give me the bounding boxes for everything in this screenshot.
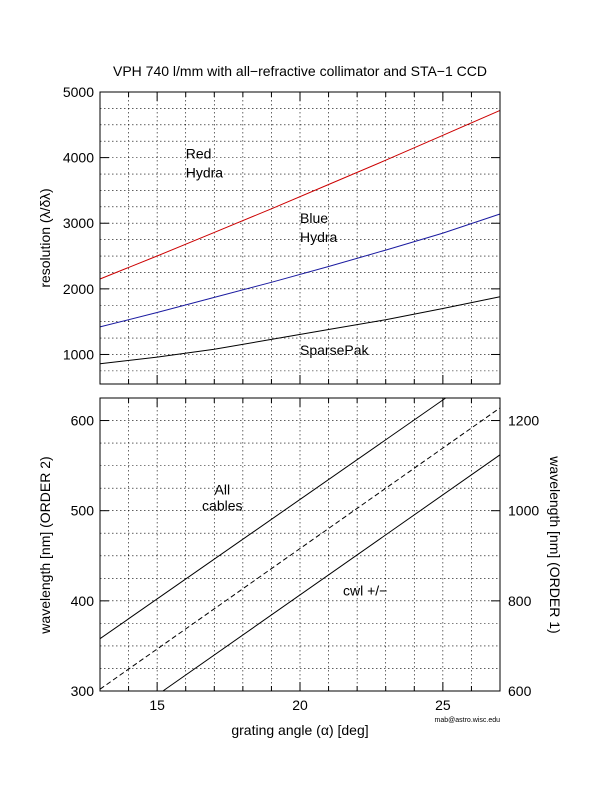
wavelength-series [99, 397, 501, 692]
resolution-y-axis-label: resolution (λ/δλ) [37, 188, 53, 287]
credit-text: mab@astro.wisc.edu [435, 717, 501, 724]
resolution-labels: Red Hydra Blue Hydra SparsePak [186, 145, 370, 358]
resolution-ticks: 1000 2000 3000 4000 5000 [63, 84, 501, 384]
wavelength-plot-frame [99, 397, 501, 692]
sparsepak-line [99, 296, 501, 365]
wavelength-y-axis-label-right: wavelength [nm] (ORDER 1) [547, 455, 563, 633]
y2-tick-label: 800 [508, 593, 532, 609]
resolution-panel: 1000 2000 3000 4000 5000 Red Hydra Blue Hydra Sp… [37, 84, 501, 385]
annotation-label: cables [202, 497, 242, 513]
y-tick-label: 3000 [63, 215, 94, 231]
x-axis-label: grating angle (α) [deg] [231, 722, 368, 738]
y-tick-label: 300 [71, 683, 95, 699]
wavelength-line [99, 407, 501, 690]
resolution-grid [100, 92, 500, 384]
red-hydra-line [99, 109, 501, 280]
series-label: Hydra [186, 164, 224, 180]
resolution-series [99, 109, 501, 365]
series-label: Blue [300, 210, 328, 226]
annotation-label: cwl +/− [343, 582, 387, 598]
x-tick-label: 20 [292, 697, 308, 713]
wavelength-grid [100, 398, 500, 691]
wavelength-line [162, 454, 501, 692]
resolution-plot-frame [99, 91, 501, 385]
x-tick-label: 15 [149, 697, 165, 713]
y-tick-label: 4000 [63, 150, 94, 166]
wavelength-panel: 300 400 500 600 600 800 1000 1200 15 20 25 Allcabl… [37, 397, 563, 713]
y-tick-label: 5000 [63, 84, 94, 100]
y2-tick-label: 1200 [508, 413, 539, 429]
y-tick-label: 2000 [63, 281, 94, 297]
series-label: Hydra [300, 229, 338, 245]
chart-title: VPH 740 l/mm with all−refractive collima… [113, 63, 487, 79]
series-label: Red [186, 145, 212, 161]
y-tick-label: 600 [71, 413, 95, 429]
annotation-label: All [215, 481, 231, 497]
y-tick-label: 500 [71, 503, 95, 519]
wavelength-line [99, 397, 446, 640]
y-tick-label: 1000 [63, 346, 94, 362]
blue-hydra-line [99, 213, 501, 328]
series-label: SparsePak [300, 342, 369, 358]
y2-tick-label: 1000 [508, 503, 539, 519]
x-tick-label: 25 [435, 697, 451, 713]
wavelength-ticks: 300 400 500 600 600 800 1000 1200 15 20 25 [71, 398, 539, 713]
y-tick-label: 400 [71, 593, 95, 609]
y2-tick-label: 600 [508, 683, 532, 699]
wavelength-y-axis-label-left: wavelength [nm] (ORDER 2) [37, 456, 53, 634]
